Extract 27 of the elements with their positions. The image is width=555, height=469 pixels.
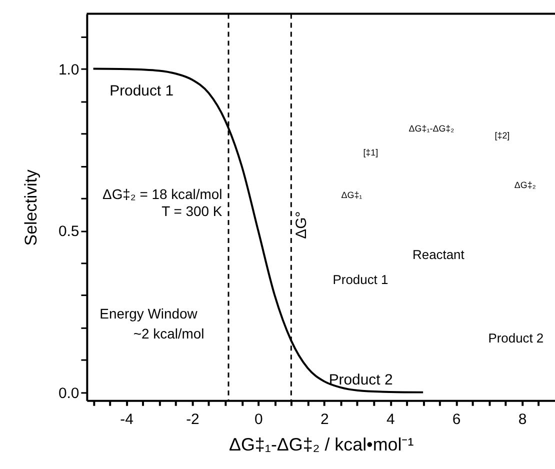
- x-tick-label: 0: [254, 410, 263, 428]
- y-tick-label: 0.0: [58, 384, 80, 402]
- annotation: ~2 kcal/mol: [133, 326, 204, 342]
- annotation: Product 2: [328, 371, 393, 388]
- y-tick-label: 1.0: [58, 61, 80, 78]
- x-tick-label: -4: [120, 410, 134, 428]
- annotation: [‡2]: [494, 130, 510, 140]
- y-axis-title: Selectivity: [22, 168, 41, 246]
- annotation: ΔG‡₂ = 18 kcal/mol: [102, 186, 222, 202]
- annotation: ΔG‡₁: [341, 190, 362, 200]
- annotation: Product 1: [110, 82, 174, 100]
- x-tick-label: 8: [518, 410, 527, 428]
- annotation: T = 300 K: [162, 203, 223, 220]
- x-axis-title: ΔG‡₁-ΔG‡₂ / kcal•mol⁻¹: [229, 434, 414, 455]
- annotation: ΔG°: [292, 211, 310, 239]
- annotation: Energy Window: [100, 306, 198, 322]
- x-tick-label: 6: [452, 410, 461, 428]
- annotation: Product 1: [332, 272, 388, 287]
- annotation: [‡1]: [363, 147, 378, 158]
- annotation: Reactant: [412, 246, 465, 262]
- x-tick-label: 4: [386, 410, 395, 428]
- annotation: ΔG‡₂: [514, 180, 536, 190]
- x-tick-label: -2: [186, 410, 200, 428]
- annotation: Product 2: [488, 330, 544, 346]
- y-tick-label: 0.5: [58, 223, 80, 240]
- x-tick-label: 2: [320, 410, 329, 428]
- annotation: ΔG‡₁-ΔG‡₂: [408, 123, 455, 134]
